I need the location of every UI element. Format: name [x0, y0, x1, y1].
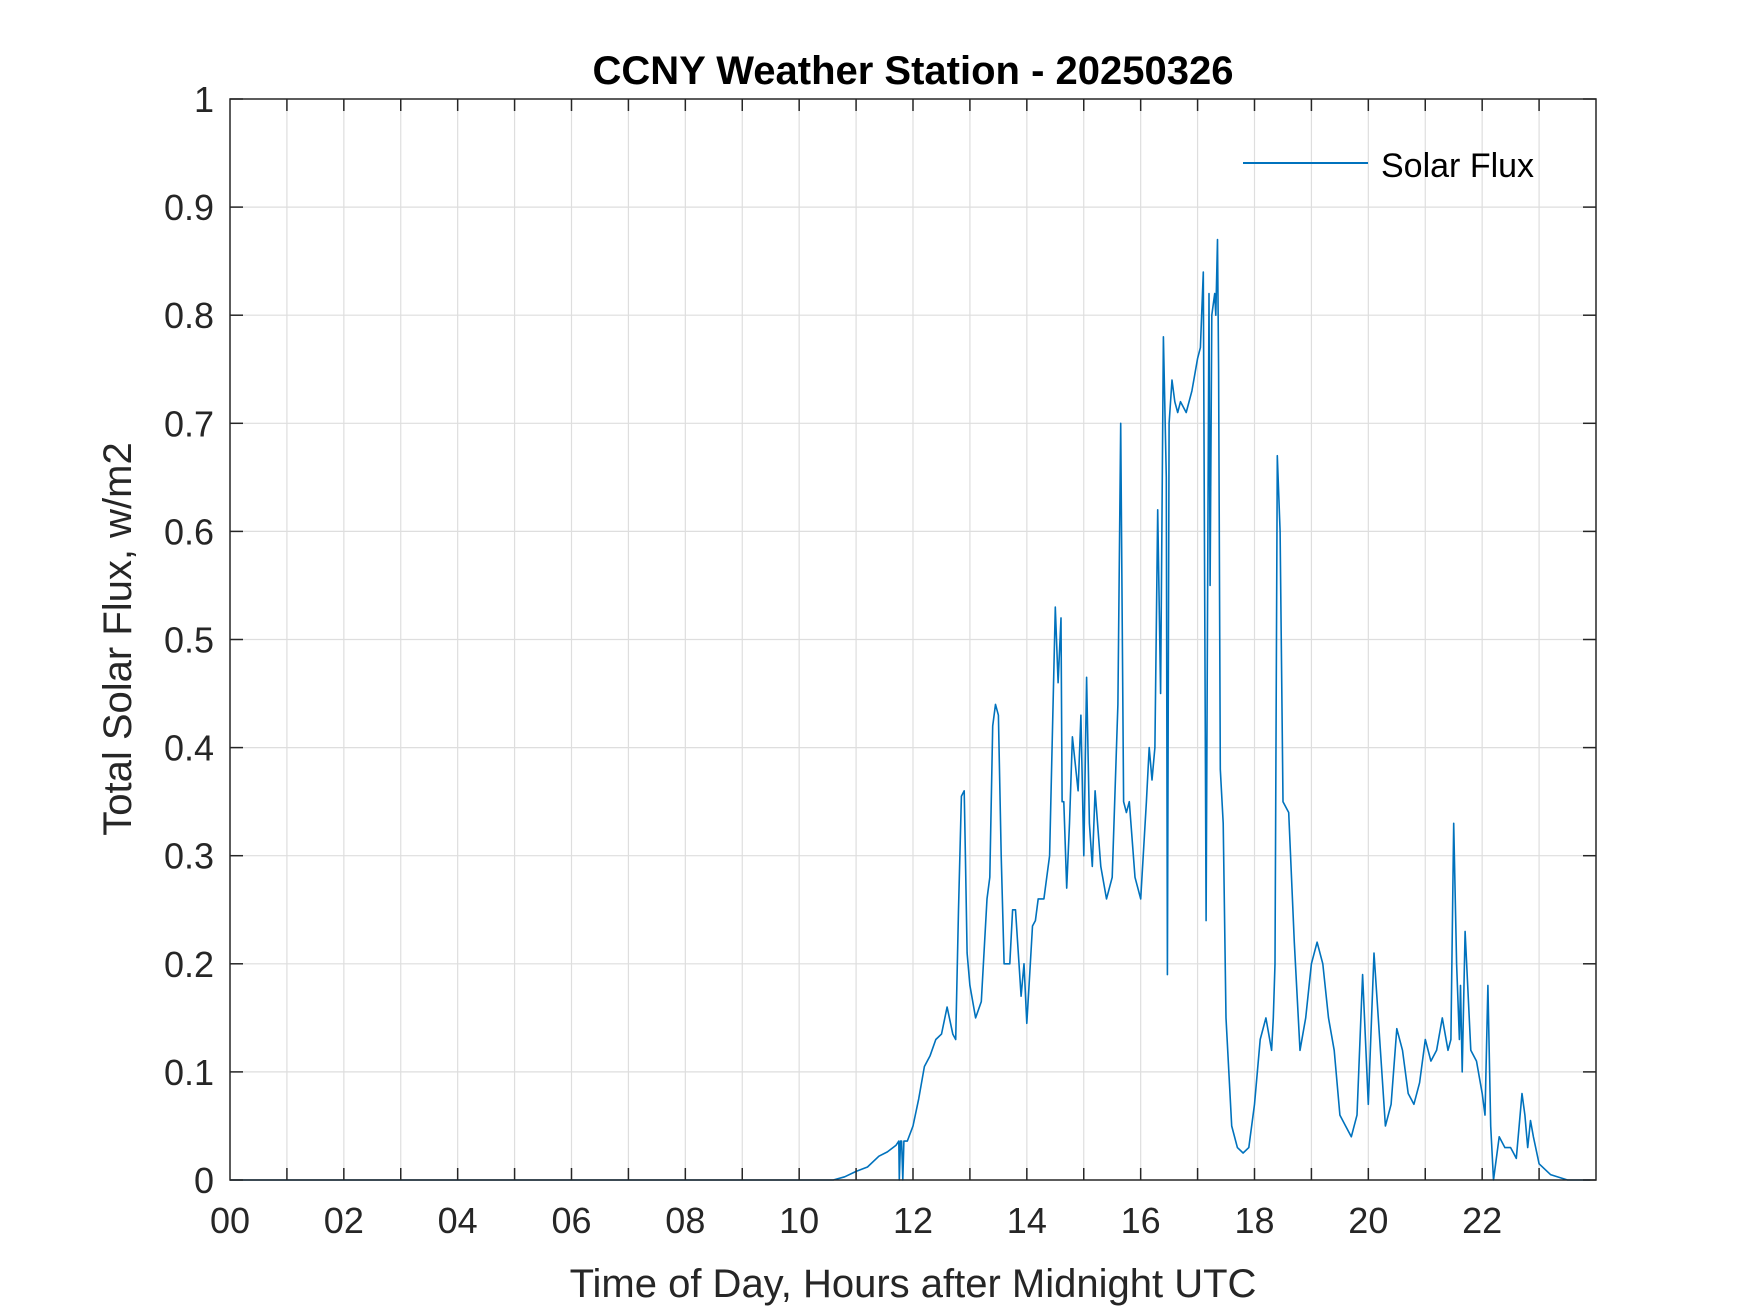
y-tick-label: 0.9: [164, 187, 214, 228]
x-axis-label: Time of Day, Hours after Midnight UTC: [570, 1262, 1257, 1306]
y-tick-label: 0.6: [164, 511, 214, 552]
y-tick-label: 0: [194, 1160, 214, 1201]
grid: [230, 99, 1596, 1180]
y-tick-label: 0.8: [164, 295, 214, 336]
x-tick-label: 22: [1462, 1200, 1502, 1241]
legend-label: Solar Flux: [1381, 147, 1534, 185]
x-tick-label: 08: [665, 1200, 705, 1241]
legend: Solar Flux: [1243, 147, 1534, 185]
x-tick-label: 18: [1234, 1200, 1274, 1241]
y-axis-label: Total Solar Flux, w/m2: [96, 442, 140, 835]
x-tick-label: 00: [210, 1200, 250, 1241]
y-tick-label: 0.4: [164, 728, 214, 769]
ticks: [230, 98, 1596, 1181]
y-tick-label: 0.2: [164, 944, 214, 985]
y-tick-label: 1: [194, 79, 214, 120]
x-tick-label: 14: [1007, 1200, 1047, 1241]
x-tick-label: 16: [1121, 1200, 1161, 1241]
y-tick-label: 0.7: [164, 403, 214, 444]
x-tick-label: 04: [438, 1200, 478, 1241]
x-tick-label: 10: [779, 1200, 819, 1241]
x-tick-labels: 00 02 04 06 08 10 12 14 16 18 20 22: [210, 1200, 1502, 1241]
y-tick-label: 0.1: [164, 1052, 214, 1093]
x-tick-label: 02: [324, 1200, 364, 1241]
x-tick-label: 12: [893, 1200, 933, 1241]
x-tick-label: 06: [551, 1200, 591, 1241]
chart-title: CCNY Weather Station - 20250326: [593, 49, 1234, 93]
series-line-solar-flux: [230, 238, 1591, 1181]
data-series: [230, 238, 1591, 1181]
y-tick-label: 0.3: [164, 836, 214, 877]
x-tick-label: 20: [1348, 1200, 1388, 1241]
y-tick-label: 0.5: [164, 620, 214, 661]
y-tick-labels: 0 0.1 0.2 0.3 0.4 0.5 0.6 0.7 0.8 0.9 1: [164, 79, 214, 1201]
